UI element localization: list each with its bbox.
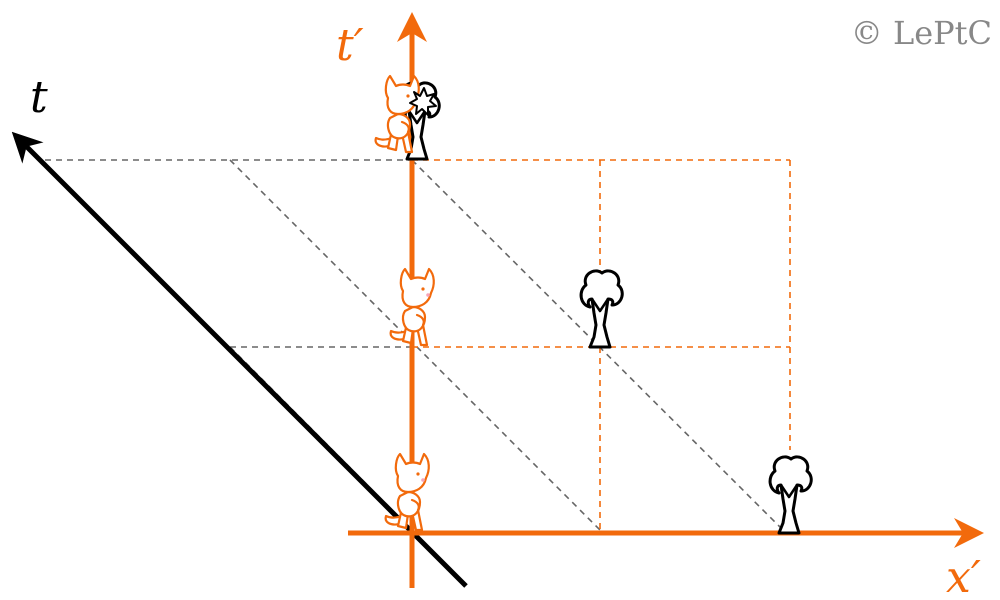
tree-icon: [768, 455, 813, 535]
t-axis-label: t: [30, 72, 48, 123]
walking-cat-icon: [384, 452, 430, 532]
t-prime-axis-label: t′: [336, 20, 364, 71]
copyright-notice: © LePtC: [851, 14, 992, 52]
x-prime-axis-label: x′: [946, 552, 981, 600]
collision-spark-icon: [409, 87, 437, 116]
tree-icon: [579, 269, 624, 349]
walking-cat-icon: [389, 267, 435, 347]
t-axis: [11, 131, 468, 588]
